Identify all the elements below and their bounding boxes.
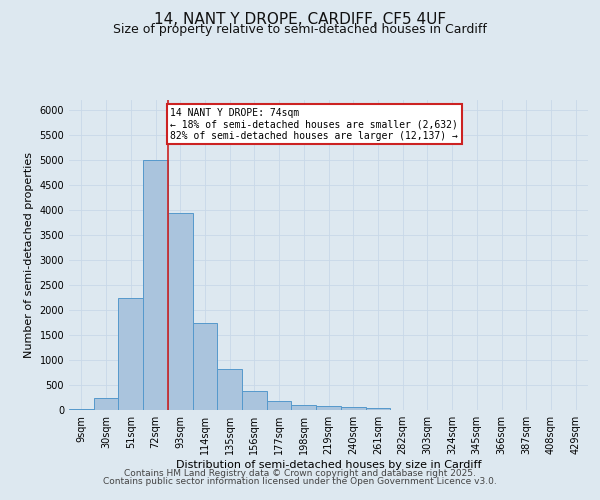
Y-axis label: Number of semi-detached properties: Number of semi-detached properties bbox=[24, 152, 34, 358]
X-axis label: Distribution of semi-detached houses by size in Cardiff: Distribution of semi-detached houses by … bbox=[176, 460, 481, 470]
Bar bbox=[94, 398, 118, 410]
Bar bbox=[193, 322, 217, 410]
Text: Contains HM Land Registry data © Crown copyright and database right 2025.: Contains HM Land Registry data © Crown c… bbox=[124, 468, 476, 477]
Bar bbox=[69, 408, 94, 410]
Bar bbox=[365, 408, 390, 410]
Bar bbox=[316, 406, 341, 410]
Bar bbox=[168, 212, 193, 410]
Bar bbox=[217, 368, 242, 410]
Text: Size of property relative to semi-detached houses in Cardiff: Size of property relative to semi-detach… bbox=[113, 22, 487, 36]
Bar bbox=[267, 400, 292, 410]
Bar bbox=[143, 160, 168, 410]
Text: Contains public sector information licensed under the Open Government Licence v3: Contains public sector information licen… bbox=[103, 477, 497, 486]
Bar bbox=[292, 404, 316, 410]
Bar bbox=[242, 390, 267, 410]
Text: 14, NANT Y DROPE, CARDIFF, CF5 4UF: 14, NANT Y DROPE, CARDIFF, CF5 4UF bbox=[154, 12, 446, 28]
Text: 14 NANT Y DROPE: 74sqm
← 18% of semi-detached houses are smaller (2,632)
82% of : 14 NANT Y DROPE: 74sqm ← 18% of semi-det… bbox=[170, 108, 458, 140]
Bar bbox=[118, 298, 143, 410]
Bar bbox=[341, 407, 365, 410]
